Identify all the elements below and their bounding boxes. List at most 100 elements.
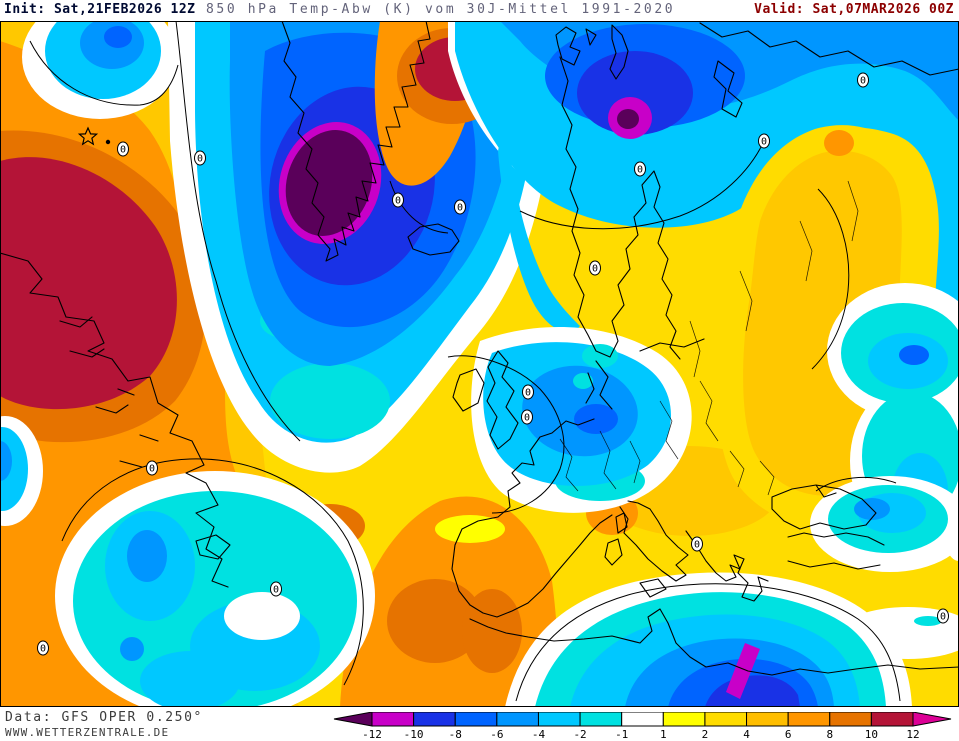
zero-contour-lines [29, 20, 901, 702]
scandinavia-coast [559, 56, 681, 360]
colorbar-tick-label: -1 [615, 728, 628, 740]
colorbar-segment [621, 711, 664, 727]
colorbar-segment [454, 711, 498, 727]
zero-label-text: 0 [40, 644, 46, 655]
black-sea-coast [771, 484, 877, 530]
colorbar-segment [746, 711, 789, 727]
svalbard-cold-core [617, 109, 639, 129]
zero-label-text: 0 [120, 145, 126, 156]
website-label: WWW.WETTERZENTRALE.DE [5, 726, 170, 739]
location-star-marker [77, 126, 111, 146]
anomaly-colorbar: -12 -10 -8 -6 -4 -2 -1 1 2 4 6 8 10 12 [331, 711, 954, 741]
hudson-cold-pool [22, 0, 178, 119]
colorbar-segment [413, 711, 456, 727]
country-borders [559, 180, 859, 496]
zero-label-text: 0 [273, 585, 279, 596]
svalbard-coast [555, 26, 597, 66]
greenland-cold-core [285, 130, 373, 236]
colorbar-tick-label: -6 [490, 728, 503, 740]
zero-label-text: 0 [940, 612, 946, 623]
baltic-cold-patches [573, 344, 618, 389]
zero-label-oval [392, 192, 404, 208]
colorbar-tick-label: 4 [743, 728, 750, 740]
colorbar-segment [496, 711, 539, 727]
zero-label-text: 0 [457, 203, 463, 214]
sahara-cold-pool [505, 572, 912, 707]
colorbar-tick-label: 6 [785, 728, 792, 740]
colorbar-tick-label: 2 [702, 728, 709, 740]
iberia-coast [451, 514, 613, 618]
zero-label-oval [454, 199, 466, 215]
colorbar-segment [829, 711, 872, 727]
russia-warm-area [716, 125, 918, 527]
russia-arctic-coast [699, 22, 959, 76]
north-africa-coast [469, 608, 959, 676]
zero-label-oval [522, 384, 534, 400]
britain-coast [486, 350, 519, 450]
zero-label-text: 0 [197, 154, 203, 165]
ireland-coast [452, 368, 485, 412]
colorbar-tick-label: -12 [362, 728, 382, 740]
colorbar-segment [787, 711, 831, 727]
balkans-greece-coast [685, 530, 769, 602]
left-edge-cold-patch [0, 416, 43, 526]
anomaly-map-svg: 0 0 0 0 0 0 0 0 0 0 0 0 0 0 0 [0, 0, 959, 721]
zero-label-text: 0 [694, 540, 700, 551]
iceland-coast [407, 223, 460, 256]
zero-label-oval [270, 581, 282, 597]
italy-coast [619, 500, 689, 582]
footer-bar: Data: GFS OPER 0.250° WWW.WETTERZENTRALE… [0, 707, 959, 741]
zero-label-text: 0 [525, 388, 531, 399]
colorbar-segment [579, 711, 623, 727]
colorbar-below-arrow [333, 711, 373, 727]
colorbar-segment [870, 711, 914, 727]
colorbar-svg: -12 -10 -8 -6 -4 -2 -1 1 2 4 6 8 10 12 [333, 711, 952, 741]
zero-label-oval [634, 161, 646, 177]
header-bar: Init: Sat,21FEB2026 12Z 850 hPa Temp-Abw… [0, 0, 959, 21]
zero-label-oval [758, 133, 770, 149]
colorbar-tick-label: -10 [404, 728, 424, 740]
zero-label-oval [117, 141, 129, 157]
greenland-coast [281, 20, 431, 262]
data-source-label: Data: GFS OPER 0.250° [5, 710, 203, 725]
arctic-barents-cold-band [448, 21, 959, 561]
zero-label-text: 0 [860, 76, 866, 87]
sw-atlantic-cold-pool [55, 471, 375, 721]
zero-label-oval [194, 150, 206, 166]
zero-label-text: 0 [637, 165, 643, 176]
zero-contour-labels: 0 0 0 0 0 0 0 0 0 0 0 0 0 0 0 [37, 72, 949, 656]
colorbar-tick-label: 10 [865, 728, 878, 740]
map-title: 850 hPa Temp-Abw (K) vom 30J-Mittel 1991… [206, 2, 676, 17]
sahara-magenta-streak [726, 643, 760, 699]
colorbar-tick-label: 8 [826, 728, 833, 740]
colorbar-above-arrow [912, 711, 952, 727]
coastlines [0, 20, 959, 676]
atlantic-greenland-cold-pool [168, 21, 553, 473]
zero-label-text: 0 [524, 413, 530, 424]
zero-label-text: 0 [395, 196, 401, 207]
valid-datetime: Valid: Sat,07MAR2026 00Z [754, 2, 954, 17]
map-canvas: 0 0 0 0 0 0 0 0 0 0 0 0 0 0 0 [0, 0, 959, 721]
zero-label-oval [146, 460, 158, 476]
zero-label-text: 0 [149, 464, 155, 475]
colorbar-tick-label: -2 [573, 728, 586, 740]
zero-label-oval [937, 608, 949, 624]
zero-label-oval [857, 72, 869, 88]
colorbar-segment [371, 711, 415, 727]
zero-label-oval [589, 260, 601, 276]
zero-label-oval [521, 409, 533, 425]
init-datetime: Init: Sat,21FEB2026 12Z [4, 2, 196, 17]
colorbar-segment [662, 711, 706, 727]
colorbar-tick-label: 12 [906, 728, 919, 740]
zero-label-oval [37, 640, 49, 656]
zero-label-oval [691, 536, 703, 552]
colorbar-segment [704, 711, 748, 727]
colorbar-tick-label: 1 [660, 728, 667, 740]
colorbar-tick-label: -4 [532, 728, 546, 740]
zero-label-text: 0 [592, 264, 598, 275]
labrador-warm-core [0, 157, 177, 410]
colorbar-segment [537, 711, 581, 727]
colorbar-tick-label: -8 [449, 728, 462, 740]
zero-label-text: 0 [761, 137, 767, 148]
